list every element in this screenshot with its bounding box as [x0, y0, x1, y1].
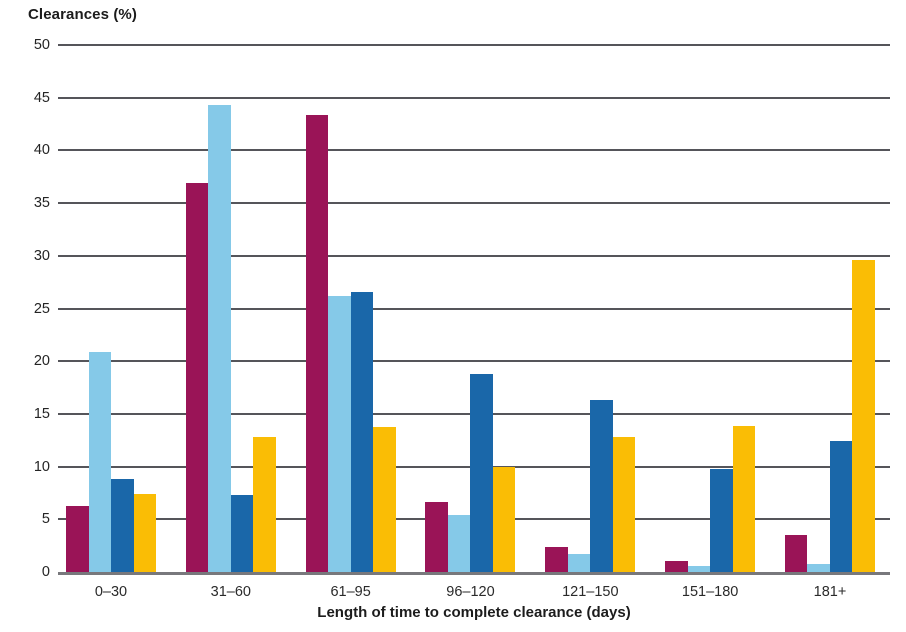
bar-dark-blue-61–95: [350, 291, 374, 572]
y-tick-label-20: 20: [33, 353, 50, 370]
gridline-y-35: [58, 202, 890, 205]
bar-maroon-121–150: [545, 546, 568, 572]
bar-yellow-121–150: [612, 437, 636, 572]
y-tick-label-45: 45: [33, 89, 50, 106]
y-tick-label-30: 30: [33, 247, 50, 264]
x-tick-label-121–150: 121–150: [562, 584, 619, 600]
bar-light-blue-96–120: [447, 515, 471, 572]
bar-maroon-61–95: [305, 114, 329, 572]
bar-maroon-151–180: [665, 561, 688, 572]
bar-light-blue-31–60: [208, 105, 231, 572]
gridline-y-50: [58, 44, 890, 46]
gridline-y-30: [58, 254, 890, 257]
bar-dark-blue-151–180: [710, 468, 733, 572]
bar-maroon-0–30: [66, 505, 89, 572]
bar-yellow-0–30: [133, 494, 156, 572]
bar-yellow-96–120: [492, 466, 516, 572]
gridline-y-45: [58, 96, 890, 99]
bar-dark-blue-181+: [829, 441, 853, 572]
bar-light-blue-0–30: [88, 351, 111, 572]
bar-yellow-181+: [852, 260, 875, 572]
x-tick-label-31–60: 31–60: [210, 584, 251, 600]
gridline-y-20: [58, 360, 890, 363]
y-tick-label-10: 10: [33, 458, 50, 475]
bar-maroon-181+: [784, 535, 808, 572]
bar-dark-blue-31–60: [230, 495, 254, 572]
bar-maroon-31–60: [185, 183, 209, 572]
bar-light-blue-151–180: [687, 565, 711, 572]
x-axis-line: [58, 572, 890, 575]
bar-dark-blue-121–150: [590, 400, 613, 572]
gridline-y-40: [58, 149, 890, 152]
y-tick-label-15: 15: [33, 405, 50, 422]
y-tick-label-25: 25: [33, 300, 50, 317]
x-tick-label-0–30: 0–30: [94, 584, 128, 600]
chart-title: Clearances (%): [28, 6, 137, 23]
plot-area: 0 5 10 15 20 25 30 35 40 45 50 0–30 31–60 61–95 96–120…: [34, 38, 890, 600]
y-tick-label-50: 50: [33, 37, 50, 53]
x-tick-label-61–95: 61–95: [330, 584, 371, 600]
bar-dark-blue-96–120: [470, 373, 493, 572]
y-tick-label-40: 40: [33, 142, 50, 159]
x-tick-label-96–120: 96–120: [446, 584, 495, 600]
y-tick-label-5: 5: [41, 511, 50, 528]
x-axis-title: Length of time to complete clearance (da…: [317, 604, 631, 621]
bar-maroon-96–120: [425, 502, 448, 572]
y-tick-label-35: 35: [33, 195, 50, 212]
x-tick-label-181+: 181+: [813, 584, 847, 600]
bar-light-blue-181+: [807, 563, 830, 572]
bar-yellow-61–95: [373, 426, 396, 572]
bar-yellow-31–60: [253, 437, 276, 572]
bar-dark-blue-0–30: [111, 479, 134, 572]
gridline-y-25: [58, 307, 890, 310]
bar-light-blue-121–150: [567, 554, 591, 572]
x-tick-label-151–180: 151–180: [681, 584, 739, 600]
bar-light-blue-61–95: [328, 295, 351, 572]
bar-yellow-151–180: [732, 425, 756, 572]
y-tick-label-0: 0: [41, 564, 50, 580]
